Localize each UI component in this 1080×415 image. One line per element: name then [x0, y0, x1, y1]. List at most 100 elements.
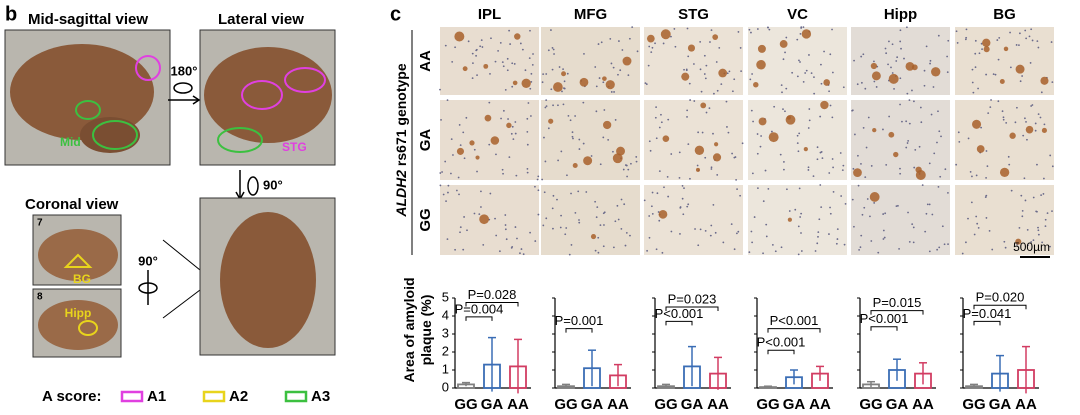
cell-nucleus	[908, 240, 911, 243]
cell-nucleus	[854, 133, 856, 136]
cell-nucleus	[975, 174, 978, 177]
cell-nucleus	[828, 233, 830, 235]
image-grid: IPL MFG STG VC Hipp BG AA GA GG 500µm	[417, 6, 1054, 258]
cell-nucleus	[985, 194, 988, 197]
p-value: P=0.015	[873, 295, 922, 310]
cell-nucleus	[857, 154, 859, 157]
cell-nucleus	[667, 118, 670, 121]
cell-nucleus	[681, 184, 684, 187]
panel-label: c	[390, 3, 401, 25]
cell-nucleus	[739, 194, 742, 197]
cell-nucleus	[980, 42, 983, 45]
plaque	[893, 151, 899, 158]
plaque	[484, 114, 492, 122]
cell-nucleus	[594, 200, 597, 203]
row-label: GG	[417, 208, 434, 231]
rotation-label: 180°	[171, 63, 198, 78]
cell-nucleus	[873, 80, 876, 83]
cell-nucleus	[921, 184, 924, 186]
photo-label: STG	[282, 140, 307, 154]
cell-nucleus	[564, 233, 567, 236]
plaque	[756, 59, 766, 70]
cell-nucleus	[1037, 113, 1040, 115]
cell-nucleus	[571, 131, 574, 134]
cell-nucleus	[810, 72, 813, 75]
plaque	[700, 102, 707, 109]
plaque	[479, 214, 489, 225]
cell-nucleus	[944, 168, 947, 171]
cell-nucleus	[965, 28, 968, 31]
column-header: IPL	[478, 6, 501, 23]
cell-nucleus	[785, 87, 788, 90]
cell-nucleus	[913, 166, 916, 169]
cell-nucleus	[552, 194, 555, 197]
cell-nucleus	[663, 186, 665, 189]
plaque	[803, 146, 808, 152]
cell-nucleus	[858, 249, 860, 251]
cell-nucleus	[1023, 177, 1026, 180]
plaque	[506, 122, 512, 129]
cell-nucleus	[679, 206, 682, 209]
cell-nucleus	[770, 130, 773, 133]
cell-nucleus	[757, 187, 759, 190]
cell-nucleus	[905, 120, 908, 123]
cell-nucleus	[648, 236, 651, 239]
cell-nucleus	[603, 224, 605, 226]
cell-nucleus	[599, 163, 602, 166]
cell-nucleus	[974, 52, 977, 55]
cell-nucleus	[712, 203, 715, 206]
cell-nucleus	[730, 223, 733, 226]
cell-nucleus	[913, 100, 915, 103]
cell-nucleus	[562, 103, 565, 106]
rotate-90-down: 90°	[235, 170, 283, 201]
cell-nucleus	[534, 185, 536, 188]
micrograph-texture	[851, 99, 947, 180]
micrograph-texture	[541, 26, 639, 93]
cell-nucleus	[933, 152, 936, 155]
cell-nucleus	[519, 42, 522, 45]
cell-nucleus	[629, 234, 631, 237]
cell-nucleus	[1049, 154, 1052, 157]
significance-bracket	[465, 302, 519, 307]
cell-nucleus	[1021, 75, 1024, 77]
cell-nucleus	[716, 174, 719, 176]
cell-nucleus	[912, 226, 915, 229]
cell-nucleus	[651, 191, 654, 194]
micrograph-texture	[961, 189, 1053, 255]
cell-nucleus	[650, 51, 653, 54]
cell-nucleus	[445, 200, 447, 203]
plaque	[779, 40, 788, 48]
plaque	[579, 77, 589, 87]
cell-nucleus	[899, 29, 902, 32]
cell-nucleus	[1024, 117, 1026, 120]
cell-nucleus	[600, 41, 603, 44]
cell-nucleus	[955, 30, 958, 33]
cell-nucleus	[537, 175, 540, 178]
cell-nucleus	[1021, 215, 1024, 218]
cell-nucleus	[1021, 210, 1024, 212]
x-tick-label: GG	[554, 396, 577, 413]
cell-nucleus	[454, 46, 457, 49]
micrograph-texture	[955, 99, 1054, 180]
cell-nucleus	[459, 144, 462, 147]
cell-nucleus	[836, 238, 839, 240]
cell-nucleus	[582, 101, 585, 104]
cell-nucleus	[831, 71, 834, 74]
plaque	[475, 155, 480, 160]
cell-nucleus	[907, 211, 909, 214]
cell-nucleus	[1029, 62, 1032, 64]
cell-nucleus	[646, 249, 649, 252]
cell-nucleus	[840, 195, 843, 197]
cell-nucleus	[504, 224, 507, 226]
cell-nucleus	[497, 49, 499, 52]
cell-nucleus	[923, 84, 926, 87]
cell-nucleus	[511, 85, 514, 88]
x-tick-label: GA	[481, 396, 504, 413]
cell-nucleus	[594, 66, 597, 68]
cell-nucleus	[683, 187, 685, 190]
cell-nucleus	[514, 132, 517, 135]
cell-nucleus	[873, 202, 876, 204]
cell-nucleus	[450, 172, 452, 175]
cell-nucleus	[1043, 177, 1045, 180]
cell-nucleus	[553, 53, 555, 55]
